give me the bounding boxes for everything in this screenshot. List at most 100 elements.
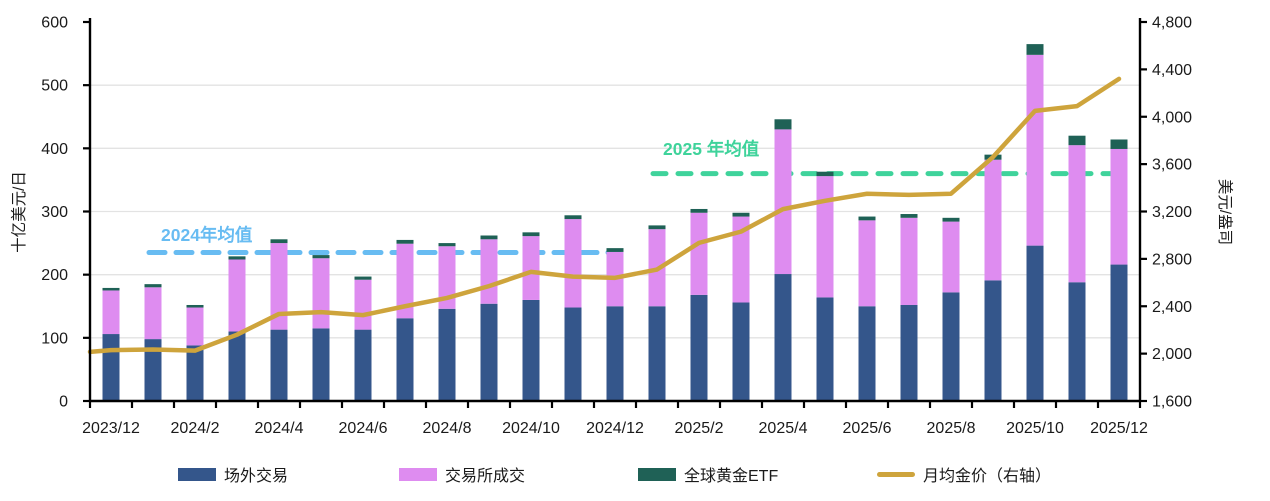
etf-bar-segment	[816, 171, 834, 177]
etf-swatch	[638, 467, 676, 481]
exchange-bar-segment	[102, 290, 120, 335]
right-axis-tick-label: 2,800	[1152, 251, 1192, 268]
right-axis-tick-label: 3,600	[1152, 157, 1192, 174]
otc-bar-segment	[732, 302, 750, 401]
otc-bar-segment	[396, 318, 414, 401]
exchange-bar-segment	[690, 212, 708, 295]
x-axis-tick-label: 2025/12	[1090, 420, 1148, 437]
left-axis-tick-label: 0	[59, 394, 68, 411]
exchange-bar-segment	[480, 239, 498, 304]
exchange-bar-segment	[900, 217, 918, 305]
x-axis-tick-label: 2024/4	[255, 420, 304, 437]
annotation-2025-average: 2025 年均值	[663, 139, 760, 159]
etf-bar-segment	[774, 119, 792, 130]
otc-bar-segment	[774, 274, 792, 401]
etf-bar-segment	[228, 256, 246, 260]
etf-bar-segment	[144, 284, 162, 288]
exchange-bar-segment	[312, 258, 330, 329]
exchange-bar-segment	[228, 259, 246, 332]
gold-price-line	[87, 76, 1122, 355]
exchange-bar-segment	[1026, 54, 1044, 246]
right-axis-tick-label: 1,600	[1152, 394, 1192, 411]
etf-bar-segment	[438, 243, 456, 247]
otc-bar-segment	[144, 339, 162, 401]
otc-bar-segment	[312, 328, 330, 401]
left-axis-tick-label: 600	[41, 15, 68, 32]
legend-label-gold-price: 月均金价（右轴）	[923, 468, 1052, 485]
left-axis-title: 十亿美元/日	[11, 171, 28, 253]
exchange-bar-segment	[1068, 145, 1086, 283]
otc-bar-segment	[1068, 282, 1086, 401]
x-axis-tick-label: 2024/10	[502, 420, 560, 437]
otc-bar-segment	[942, 292, 960, 401]
etf-bar-segment	[396, 239, 414, 244]
otc-swatch	[178, 467, 216, 481]
exchange-bar-segment	[270, 243, 288, 330]
exchange-bar-segment	[186, 307, 204, 346]
right-axis-tick-label: 4,400	[1152, 62, 1192, 79]
exchange-bar-segment	[396, 243, 414, 319]
exchange-bar-segment	[438, 246, 456, 309]
otc-bar-segment	[438, 308, 456, 401]
exchange-bar-segment	[858, 220, 876, 307]
exchange-bar-segment	[816, 176, 834, 298]
legend-item-otc: 场外交易	[178, 462, 288, 486]
right-axis-tick-label: 4,000	[1152, 109, 1192, 126]
etf-bar-segment	[354, 276, 372, 280]
etf-bar-segment	[942, 217, 960, 222]
exchange-bar-segment	[144, 287, 162, 340]
legend-item-etf: 全球黄金ETF	[638, 462, 778, 486]
x-axis-tick-label: 2023/12	[82, 420, 140, 437]
otc-bar-segment	[858, 306, 876, 401]
exchange-bar-segment	[1110, 148, 1128, 265]
right-axis-tick-label: 2,000	[1152, 346, 1192, 363]
otc-bar-segment	[648, 306, 666, 401]
etf-bar-segment	[270, 239, 288, 244]
otc-bar-segment	[480, 303, 498, 401]
otc-bar-segment	[816, 297, 834, 401]
etf-bar-segment	[1068, 135, 1086, 146]
etf-bar-segment	[858, 216, 876, 221]
right-axis-tick-label: 3,200	[1152, 204, 1192, 221]
otc-bar-segment	[522, 299, 540, 401]
otc-bar-segment	[564, 307, 582, 401]
exchange-bar-segment	[522, 236, 540, 300]
otc-bar-segment	[186, 345, 204, 401]
legend-label-exchange: 交易所成交	[445, 468, 526, 485]
etf-bar-segment	[648, 225, 666, 230]
x-axis-tick-label: 2024/6	[339, 420, 388, 437]
exchange-bar-segment	[564, 219, 582, 308]
otc-bar-segment	[102, 334, 120, 401]
etf-bar-segment	[732, 212, 750, 217]
x-axis-tick-label: 2024/8	[423, 420, 472, 437]
right-axis-tick-label: 4,800	[1152, 15, 1192, 32]
x-axis-tick-label: 2024/2	[171, 420, 220, 437]
legend-item-gold-price: 月均金价（右轴）	[877, 462, 1051, 486]
gold-price-line-swatch	[877, 471, 915, 477]
otc-bar-segment	[1026, 245, 1044, 401]
x-axis-tick-label: 2025/4	[759, 420, 808, 437]
x-axis-tick-label: 2025/10	[1006, 420, 1064, 437]
etf-bar-segment	[564, 215, 582, 220]
etf-bar-segment	[900, 214, 918, 218]
exchange-bar-segment	[774, 129, 792, 275]
etf-bar-segment	[186, 304, 204, 308]
legend-label-etf: 全球黄金ETF	[684, 468, 779, 485]
otc-bar-segment	[1110, 264, 1128, 401]
exchange-bar-segment	[732, 216, 750, 303]
right-axis-tick-label: 2,400	[1152, 299, 1192, 316]
exchange-bar-segment	[354, 279, 372, 330]
otc-bar-segment	[900, 304, 918, 401]
etf-bar-segment	[690, 208, 708, 213]
left-axis-tick-label: 400	[41, 141, 68, 158]
etf-bar-segment	[606, 248, 624, 252]
etf-bar-segment	[522, 232, 540, 237]
legend-item-exchange: 交易所成交	[399, 462, 525, 486]
exchange-bar-segment	[984, 159, 1002, 281]
x-axis-tick-label: 2024/12	[586, 420, 644, 437]
x-axis-tick-label: 2025/6	[843, 420, 892, 437]
otc-bar-segment	[606, 306, 624, 401]
legend: 场外交易 交易所成交 全球黄金ETF 月均金价（右轴）	[0, 462, 1270, 490]
otc-bar-segment	[984, 280, 1002, 401]
